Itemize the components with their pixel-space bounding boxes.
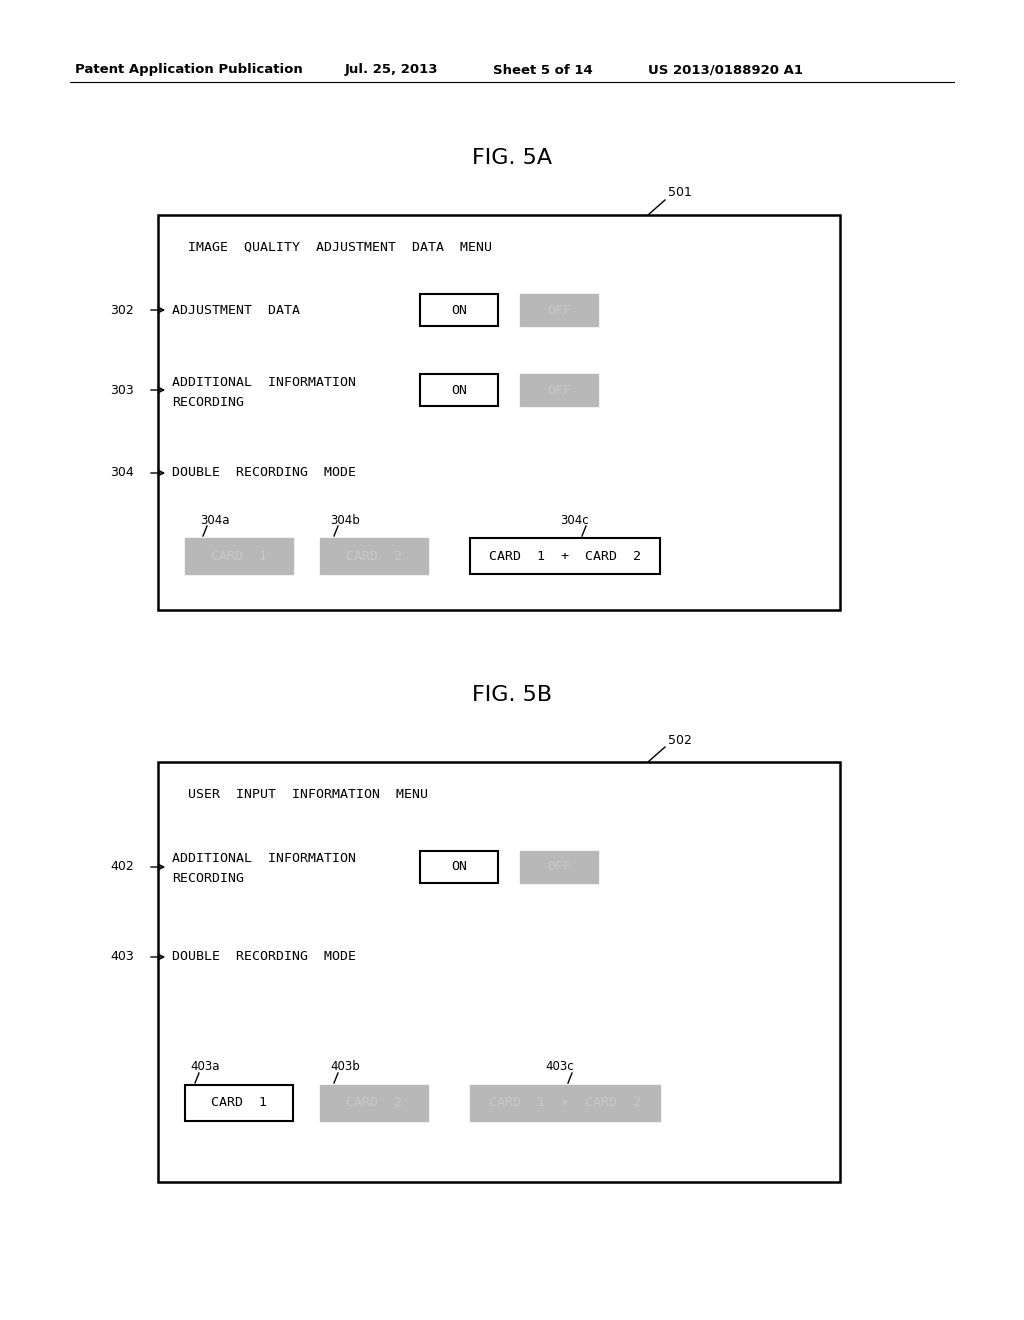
- Text: CARD  2: CARD 2: [346, 549, 402, 562]
- Bar: [319, 1085, 428, 1121]
- Text: ADDITIONAL  INFORMATION: ADDITIONAL INFORMATION: [172, 853, 356, 866]
- Bar: [470, 1085, 660, 1121]
- Text: 304c: 304c: [560, 513, 589, 527]
- Text: 502: 502: [668, 734, 692, 747]
- Text: 304: 304: [110, 466, 134, 479]
- Text: IMAGE  QUALITY  ADJUSTMENT  DATA  MENU: IMAGE QUALITY ADJUSTMENT DATA MENU: [188, 240, 492, 253]
- Text: 302: 302: [110, 304, 134, 317]
- Text: CARD  1: CARD 1: [211, 549, 267, 562]
- Text: 403: 403: [110, 950, 134, 964]
- Text: OFF: OFF: [547, 384, 571, 396]
- Text: ADDITIONAL  INFORMATION: ADDITIONAL INFORMATION: [172, 375, 356, 388]
- Text: 304a: 304a: [200, 513, 229, 527]
- Bar: [420, 374, 498, 407]
- Text: 403b: 403b: [330, 1060, 359, 1073]
- Text: Patent Application Publication: Patent Application Publication: [75, 63, 303, 77]
- Text: Sheet 5 of 14: Sheet 5 of 14: [493, 63, 593, 77]
- Text: OFF: OFF: [547, 304, 571, 317]
- Text: 402: 402: [110, 861, 134, 874]
- Bar: [420, 294, 498, 326]
- Text: DOUBLE  RECORDING  MODE: DOUBLE RECORDING MODE: [172, 466, 356, 479]
- Text: CARD  2: CARD 2: [346, 1097, 402, 1110]
- Text: FIG. 5A: FIG. 5A: [472, 148, 552, 168]
- Text: 403c: 403c: [545, 1060, 573, 1073]
- Text: 304b: 304b: [330, 513, 359, 527]
- Bar: [520, 851, 598, 883]
- Text: RECORDING: RECORDING: [172, 873, 244, 886]
- Text: CARD  1  +  CARD  2: CARD 1 + CARD 2: [489, 549, 641, 562]
- Text: ON: ON: [451, 861, 467, 874]
- Bar: [520, 374, 598, 407]
- Bar: [319, 539, 428, 574]
- Bar: [185, 539, 293, 574]
- Text: FIG. 5B: FIG. 5B: [472, 685, 552, 705]
- Text: 403a: 403a: [190, 1060, 219, 1073]
- Text: CARD  1: CARD 1: [211, 1097, 267, 1110]
- Text: ON: ON: [451, 384, 467, 396]
- Text: DOUBLE  RECORDING  MODE: DOUBLE RECORDING MODE: [172, 950, 356, 964]
- Text: RECORDING: RECORDING: [172, 396, 244, 408]
- Bar: [470, 539, 660, 574]
- Text: 501: 501: [668, 186, 692, 199]
- Bar: [520, 294, 598, 326]
- Text: OFF: OFF: [547, 861, 571, 874]
- Text: USER  INPUT  INFORMATION  MENU: USER INPUT INFORMATION MENU: [188, 788, 428, 800]
- Text: CARD  1  +  CARD  2: CARD 1 + CARD 2: [489, 1097, 641, 1110]
- Bar: [185, 1085, 293, 1121]
- Text: 303: 303: [110, 384, 134, 396]
- Bar: [158, 215, 840, 610]
- Bar: [158, 762, 840, 1181]
- Text: US 2013/0188920 A1: US 2013/0188920 A1: [648, 63, 803, 77]
- Text: ON: ON: [451, 304, 467, 317]
- Text: Jul. 25, 2013: Jul. 25, 2013: [345, 63, 438, 77]
- Text: ADJUSTMENT  DATA: ADJUSTMENT DATA: [172, 304, 300, 317]
- Bar: [420, 851, 498, 883]
